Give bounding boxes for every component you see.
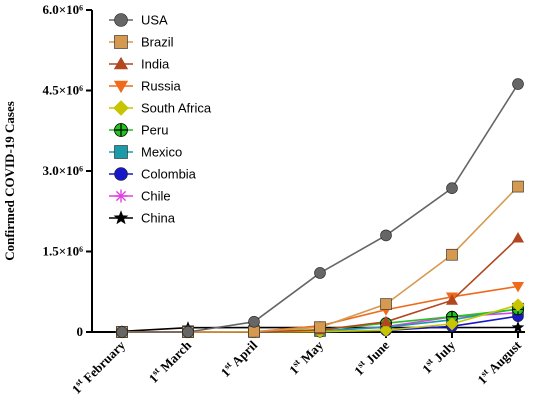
- x-tick-label: 1st May: [285, 336, 326, 377]
- x-tick-label: 1st July: [418, 336, 458, 376]
- legend: USA Brazil India Russia South Africa Peru Mexi…: [109, 13, 212, 226]
- legend-label: Chile: [141, 189, 171, 204]
- data-point: [248, 325, 260, 338]
- x-tick-label: 1st February: [68, 336, 128, 396]
- y-tick-label: 1.5×10⁶: [42, 244, 83, 259]
- legend-marker: [114, 145, 128, 159]
- data-point: [512, 180, 524, 193]
- legend-marker: [114, 13, 128, 27]
- legend-marker: [114, 189, 128, 203]
- data-point: [379, 323, 393, 337]
- data-point: [445, 317, 459, 331]
- legend-marker: [113, 80, 129, 94]
- legend-label: Peru: [141, 123, 168, 138]
- data-point: [314, 267, 326, 279]
- series-markers: [115, 78, 525, 339]
- y-axis-label: Confirmed COVID-19 Cases: [2, 101, 17, 261]
- legend-label: Mexico: [141, 145, 182, 160]
- series-lines: [121, 83, 519, 333]
- data-point: [314, 321, 326, 334]
- data-point: [511, 320, 525, 333]
- data-point: [446, 182, 458, 194]
- data-point: [511, 232, 525, 243]
- y-tick-label: 3.0×10⁶: [42, 163, 83, 178]
- data-point: [446, 248, 458, 261]
- x-tick-label: 1st June: [350, 337, 392, 379]
- legend-marker: [113, 210, 129, 225]
- data-point: [380, 298, 392, 310]
- x-tick-label: 1st March: [145, 336, 195, 386]
- data-point: [116, 326, 128, 338]
- series-line: [121, 186, 519, 333]
- legend-marker: [113, 56, 129, 70]
- legend-marker: [113, 100, 129, 116]
- data-point: [445, 294, 459, 305]
- data-point: [379, 315, 393, 327]
- legend-marker: [114, 35, 128, 49]
- x-tick-label: 1st August: [474, 336, 525, 387]
- legend-label: Colombia: [141, 167, 197, 182]
- y-tick-label: 4.5×10⁶: [42, 83, 83, 98]
- data-point: [182, 326, 194, 338]
- y-tick-label: 6.0×10⁶: [42, 2, 83, 17]
- data-point: [380, 229, 392, 242]
- y-tick-label: 0: [77, 324, 84, 339]
- legend-label: Russia: [141, 79, 182, 94]
- legend-marker: [114, 167, 128, 181]
- legend-label: India: [141, 57, 170, 72]
- data-point: [511, 298, 525, 312]
- data-point: [248, 316, 260, 328]
- legend-label: South Africa: [141, 101, 212, 116]
- legend-marker: [114, 123, 128, 137]
- legend-label: USA: [141, 13, 168, 28]
- x-ticks: 1st February 1st March 1st April 1st May 1st…: [68, 332, 525, 397]
- x-tick-label: 1st April: [217, 337, 261, 381]
- y-ticks: 0 1.5×10⁶ 3.0×10⁶ 4.5×10⁶ 6.0×10⁶: [42, 2, 92, 339]
- data-point: [512, 78, 524, 90]
- legend-label: Brazil: [141, 35, 174, 50]
- data-point: [511, 281, 525, 293]
- legend-label: China: [141, 211, 176, 226]
